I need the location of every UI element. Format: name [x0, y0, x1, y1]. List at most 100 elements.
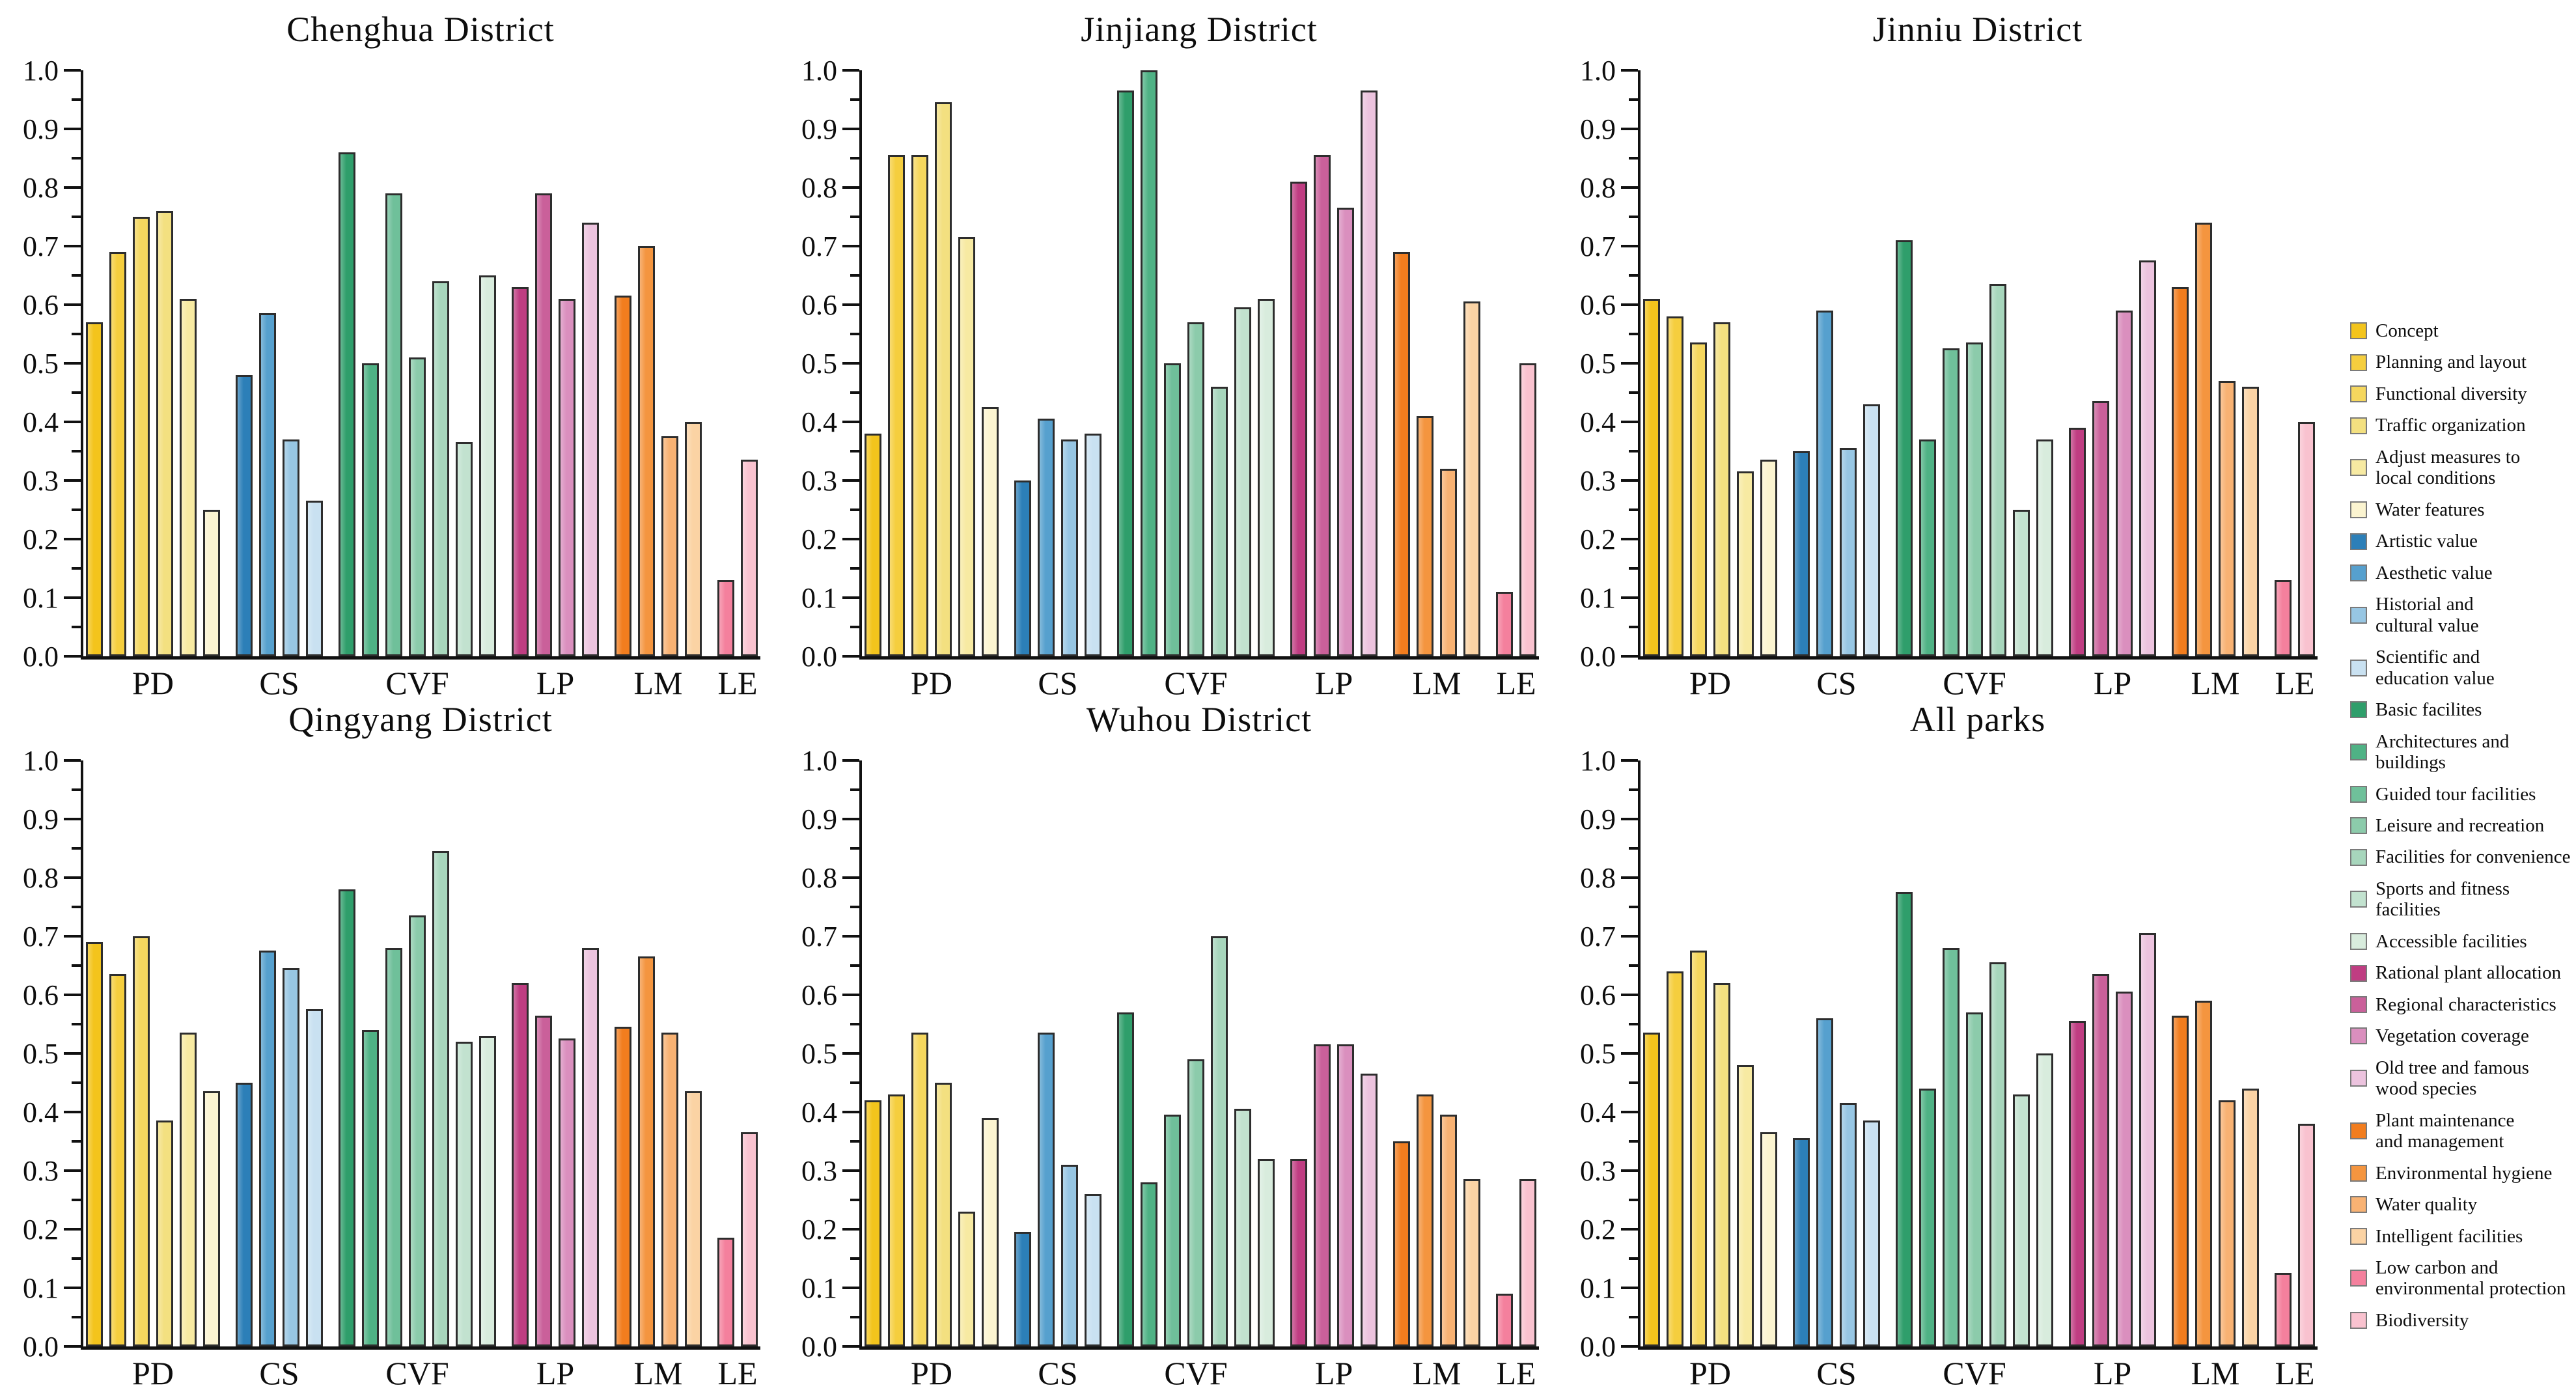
y-minor-tick: [850, 391, 859, 394]
chart-wuhou-district: Wuhou District 0.0 0.1 0.2 0.3 0.4 0.5 0.6 0.7 0.…: [779, 690, 1557, 1391]
legend-item-old-tree-and-famous-wood-species: Old tree and famous wood species: [2350, 1057, 2572, 1100]
chart-qingyang-district: Qingyang District 0.0 0.1 0.2 0.3 0.4 0.5 0.6 0.…: [0, 690, 779, 1391]
y-tick-label: 0.4: [1580, 1096, 1616, 1128]
bar-cs-1: [236, 1083, 253, 1346]
bar-cvf-5: [1211, 936, 1228, 1346]
bar-pd-1: [865, 434, 881, 656]
y-minor-tick: [72, 788, 81, 791]
bar-cs-1: [1793, 1138, 1810, 1346]
y-tick-label: 0.0: [23, 1331, 59, 1363]
bar-cvf-2: [1141, 1182, 1157, 1346]
bar-group-le: LE: [717, 760, 758, 1391]
y-tick-label: 0.9: [23, 113, 59, 145]
legend-item-adjust-measures-to: Adjust measures to local conditions: [2350, 447, 2572, 489]
bar-pd-6: [982, 407, 999, 656]
bar-lm-4: [685, 422, 702, 656]
y-minor-tick: [72, 567, 81, 570]
y-minor-tick: [72, 1199, 81, 1201]
bar-lp-1: [1290, 1159, 1307, 1346]
x-category-label-cs: CS: [1816, 665, 1857, 701]
bar-group-lm: LM: [2172, 760, 2259, 1391]
bar-lm-3: [661, 436, 678, 656]
x-category-label-le: LE: [717, 1355, 758, 1391]
bar-group-pd: PD: [86, 760, 220, 1391]
bar-lm-4: [2242, 1089, 2259, 1346]
bar-lp-4: [582, 948, 599, 1346]
bar-group-lm: LM: [615, 760, 702, 1391]
bar-group-lp: LP: [2069, 70, 2156, 701]
legend-swatch-icon: [2350, 785, 2367, 803]
chart-title: All parks: [1909, 700, 2046, 739]
bar-pd-1: [1643, 1033, 1660, 1346]
legend-label: Regional characteristics: [2375, 994, 2556, 1015]
y-major-tick: [1621, 1052, 1638, 1055]
bar-lm-1: [1393, 252, 1410, 656]
bar-pd-5: [1737, 1065, 1754, 1346]
y-tick-label: 0.1: [801, 1272, 837, 1304]
y-minor-tick: [850, 626, 859, 628]
x-category-label-lm: LM: [1412, 1355, 1461, 1391]
y-minor-tick: [1629, 450, 1638, 452]
bar-group-pd: PD: [865, 70, 999, 701]
y-major-tick: [64, 245, 81, 247]
legend-item-guided-tour-facilities: Guided tour facilities: [2350, 784, 2572, 805]
bar-cvf-5: [432, 851, 449, 1346]
legend-swatch-icon: [2350, 354, 2367, 371]
legend-swatch-icon: [2350, 606, 2367, 624]
y-major-tick: [64, 1287, 81, 1289]
y-tick-label: 0.9: [801, 803, 837, 835]
bar-group-cvf: CVF: [1896, 760, 2053, 1391]
x-category-label-le: LE: [717, 665, 758, 701]
legend-item-regional-characteristics: Regional characteristics: [2350, 994, 2572, 1015]
y-minor-tick: [1629, 1023, 1638, 1025]
chart-title: Wuhou District: [1086, 700, 1312, 739]
legend-label: Scientific and education value: [2375, 647, 2495, 689]
bar-lm-1: [2172, 1016, 2189, 1346]
legend-item-scientific-and: Scientific and education value: [2350, 647, 2572, 689]
bar-cvf-7: [1258, 1159, 1275, 1346]
y-major-tick: [64, 69, 81, 72]
y-tick-label: 0.0: [1580, 641, 1616, 673]
y-major-tick: [842, 128, 859, 130]
y-major-tick: [64, 1345, 81, 1348]
x-category-label-lm: LM: [633, 665, 683, 701]
y-tick-label: 0.2: [801, 1214, 837, 1246]
y-minor-tick: [72, 333, 81, 335]
y-major-tick: [64, 655, 81, 658]
y-tick-label: 0.0: [801, 641, 837, 673]
y-major-tick: [64, 876, 81, 879]
y-minor-tick: [72, 1140, 81, 1143]
bar-le-1: [717, 1238, 734, 1346]
charts-grid: Chenghua District 0.0 0.1 0.2 0.3 0.4 0.5 0.6 0.…: [0, 0, 2318, 1391]
y-major-tick: [64, 818, 81, 820]
y-tick-label: 0.5: [801, 348, 837, 380]
y-tick-label: 0.1: [1580, 582, 1616, 614]
chart-chenghua-district: Chenghua District 0.0 0.1 0.2 0.3 0.4 0.5 0.6 0.…: [0, 0, 779, 701]
bar-pd-3: [133, 936, 150, 1346]
bar-lp-1: [2069, 1021, 2086, 1346]
bar-group-lp: LP: [1290, 760, 1378, 1391]
bar-group-pd: PD: [1643, 760, 1777, 1391]
y-tick-label: 0.8: [1580, 172, 1616, 204]
y-minor-tick: [1629, 906, 1638, 908]
y-tick-label: 0.8: [1580, 862, 1616, 894]
bar-cvf-1: [1896, 892, 1913, 1346]
bar-le-2: [1519, 1179, 1536, 1346]
bar-cvf-1: [339, 889, 355, 1346]
bar-pd-1: [1643, 299, 1660, 656]
bar-group-cs: CS: [236, 760, 323, 1391]
bar-cvf-5: [1211, 387, 1228, 656]
bar-lm-1: [2172, 287, 2189, 656]
legend-label: Artistic value: [2375, 531, 2478, 552]
bar-cvf-7: [1258, 299, 1275, 656]
legend-label: Biodiversity: [2375, 1309, 2469, 1331]
bar-lm-2: [638, 246, 655, 656]
y-major-tick: [1621, 596, 1638, 599]
y-minor-tick: [850, 567, 859, 570]
bar-group-pd: PD: [1643, 70, 1777, 701]
bar-lm-3: [1440, 1115, 1457, 1346]
y-tick-label: 0.3: [1580, 1155, 1616, 1187]
bar-lm-4: [1463, 301, 1480, 656]
legend-item-rational-plant-allocation: Rational plant allocation: [2350, 962, 2572, 983]
bar-lm-2: [638, 956, 655, 1346]
